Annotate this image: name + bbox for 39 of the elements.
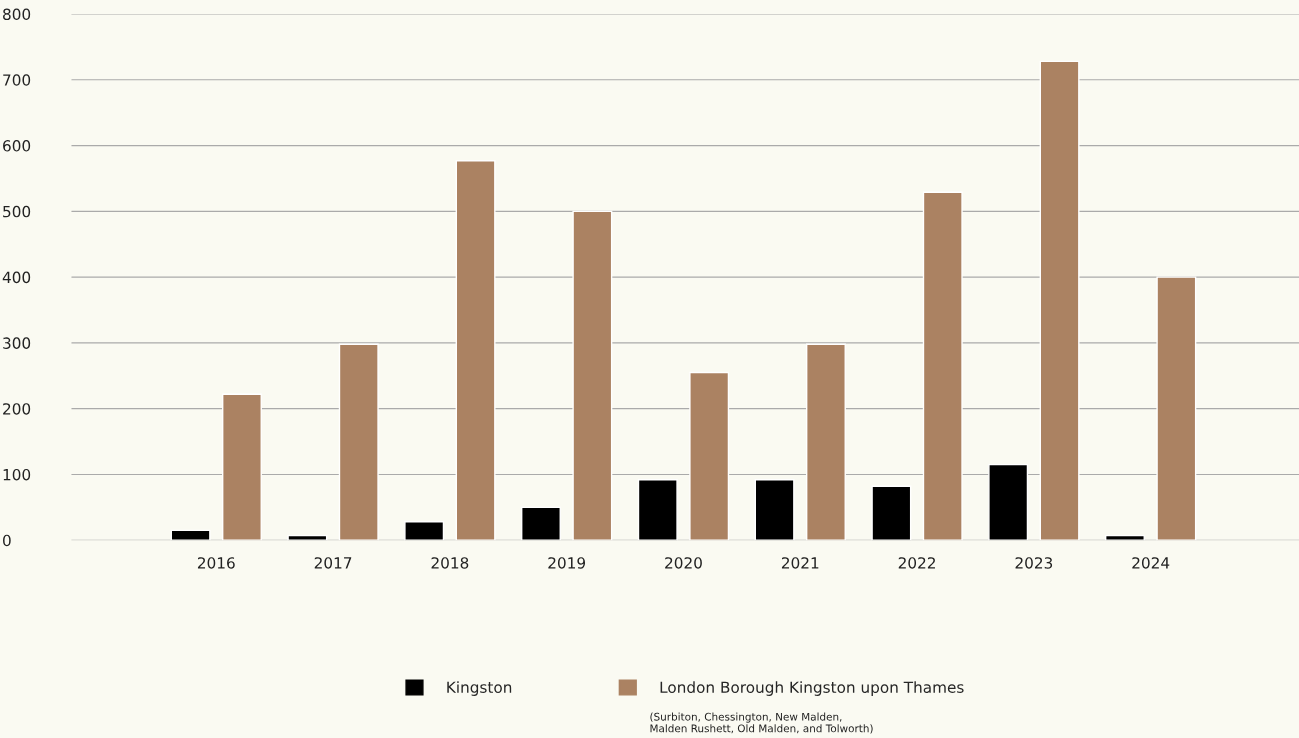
bar [689,371,730,541]
bar [521,506,561,541]
bar [222,393,262,541]
bar [637,479,678,541]
legend-label: Kingston [447,681,512,696]
x-tick-label: 2018 [431,557,469,569]
y-tick-label: 400 [2,271,31,284]
bar [988,463,1029,541]
bar [572,210,613,541]
x-tick-label: 2022 [898,557,935,569]
bar [871,485,912,541]
x-tick-label: 2024 [1132,557,1170,569]
legend-label: London Borough Kingston upon Thames [660,681,964,696]
bar [404,521,445,541]
bar [170,529,211,541]
x-tick-label: 2023 [1015,557,1053,569]
x-tick-label: 2019 [548,557,586,569]
bar [922,191,963,541]
y-tick-label: 500 [3,205,31,218]
x-tick-label: 2016 [197,557,235,569]
bar [287,534,328,541]
text: (Surbiton, Chessington, New Malden, Malden Rushett, Old Malden, and Tolworth) [650,712,873,734]
bar [1039,60,1080,541]
x-tick-label: 2017 [314,557,352,569]
y-tick-label: 300 [3,337,31,349]
y-tick-label: 0 [3,534,11,547]
y-tick-label: 200 [3,403,31,415]
x-tick-label: 2021 [781,557,819,569]
y-tick-label: 600 [3,140,31,152]
bar [1156,276,1197,541]
y-tick-label: 800 [3,8,31,21]
bar [455,160,496,541]
bar [805,343,846,541]
y-tick-label: 700 [3,74,31,86]
bar [338,343,379,541]
y-tick-label: 100 [3,468,31,481]
bar [754,479,795,541]
x-tick-label: 2020 [665,557,702,569]
bar [1105,534,1145,541]
